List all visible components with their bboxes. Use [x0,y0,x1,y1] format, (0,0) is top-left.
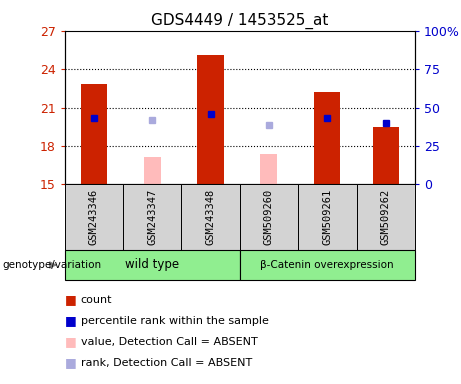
Bar [181,184,240,250]
Bar [143,157,161,184]
Text: ■: ■ [65,314,76,327]
Text: ■: ■ [65,335,76,348]
Text: value, Detection Call = ABSENT: value, Detection Call = ABSENT [81,337,257,347]
Text: GSM509262: GSM509262 [381,189,391,245]
Bar [356,184,415,250]
Text: GSM243347: GSM243347 [147,189,157,245]
Bar [81,84,107,184]
Text: genotype/variation: genotype/variation [2,260,101,270]
Text: β-Catenin overexpression: β-Catenin overexpression [260,260,394,270]
Text: percentile rank within the sample: percentile rank within the sample [81,316,269,326]
Bar [372,127,399,184]
Bar [65,184,123,250]
Text: GSM509260: GSM509260 [264,189,274,245]
Text: ■: ■ [65,356,76,369]
Title: GDS4449 / 1453525_at: GDS4449 / 1453525_at [151,13,328,29]
Bar [65,250,240,280]
Bar [197,55,224,184]
Bar [314,92,340,184]
Text: count: count [81,295,112,305]
Bar [123,184,181,250]
Text: GSM243346: GSM243346 [89,189,99,245]
Text: GSM243348: GSM243348 [206,189,216,245]
Bar [240,250,415,280]
Bar [260,154,278,184]
Bar [298,184,356,250]
Bar [240,184,298,250]
Text: ■: ■ [65,293,76,306]
Text: GSM509261: GSM509261 [322,189,332,245]
Text: wild type: wild type [125,258,179,271]
Text: rank, Detection Call = ABSENT: rank, Detection Call = ABSENT [81,358,252,368]
